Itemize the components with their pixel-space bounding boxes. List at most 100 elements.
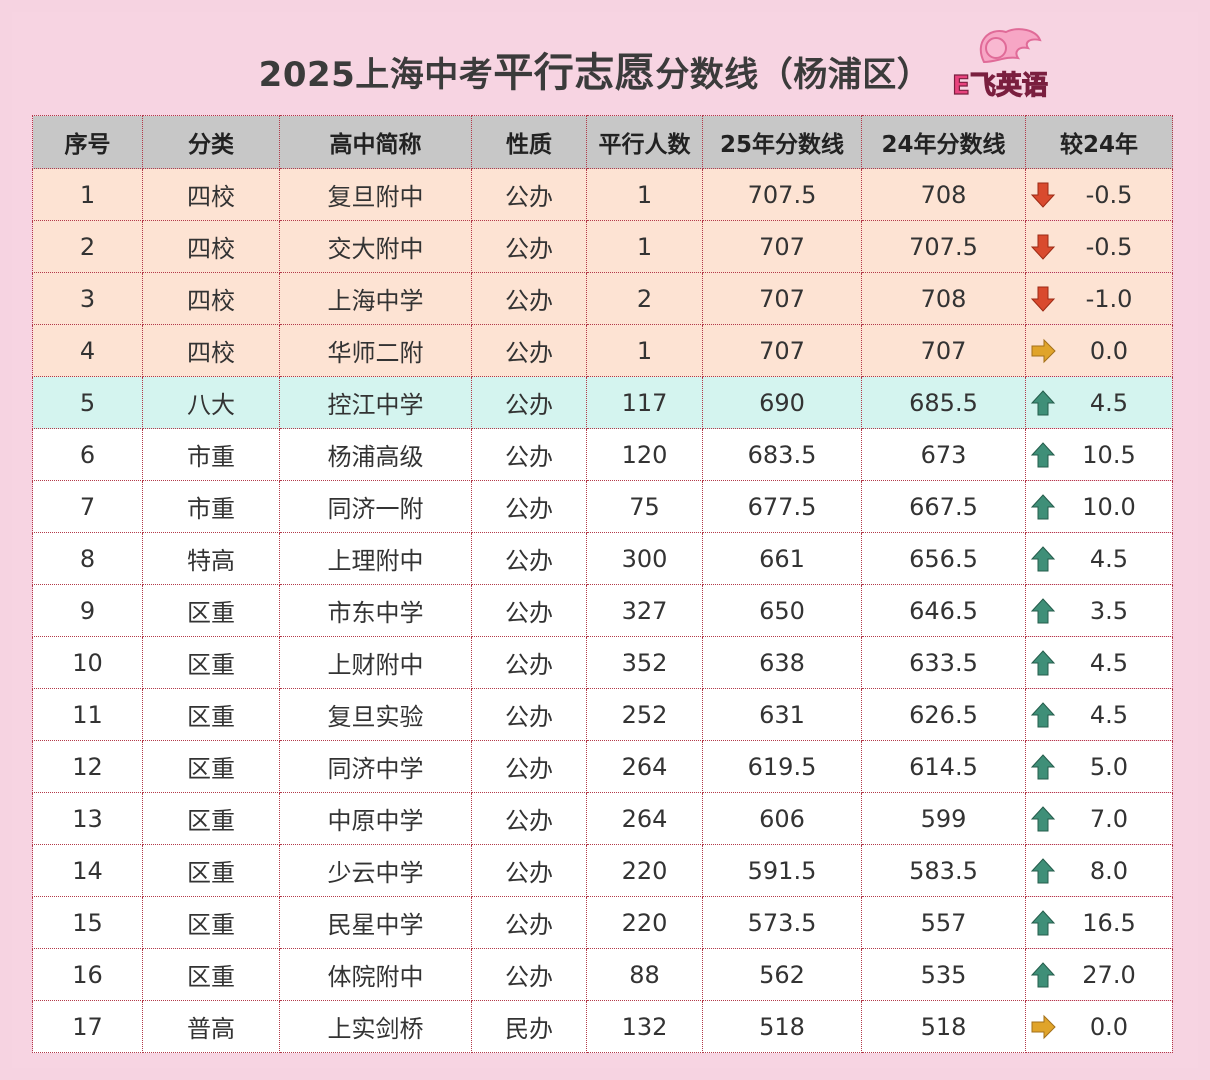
cell-rank: 4 — [32, 324, 143, 377]
cell-quota: 120 — [586, 428, 703, 481]
cell-rank: 1 — [32, 168, 143, 221]
cell-school-type: 公办 — [471, 740, 587, 793]
table-row: 1 四校 复旦附中 公办 1 707.5 708 -0.5 — [32, 168, 1173, 221]
score-change-value: -0.5 — [1085, 180, 1133, 209]
cell-score-change: 4.5 — [1025, 376, 1173, 429]
cell-school-type: 公办 — [471, 792, 587, 845]
up-arrow-icon — [1030, 442, 1056, 468]
column-header: 性质 — [471, 115, 587, 169]
score-change-value: 16.5 — [1082, 908, 1136, 937]
cell-quota: 132 — [586, 1000, 703, 1053]
cell-category: 区重 — [142, 584, 280, 637]
down-arrow-icon — [1030, 182, 1056, 208]
score-change-value: -1.0 — [1085, 284, 1133, 313]
cell-score-2024: 667.5 — [861, 480, 1026, 533]
cell-score-2025: 638 — [702, 636, 862, 689]
cell-score-2024: 646.5 — [861, 584, 1026, 637]
cell-school-name: 民星中学 — [279, 896, 472, 949]
up-arrow-icon — [1030, 494, 1056, 520]
cell-score-2024: 535 — [861, 948, 1026, 1001]
table-row: 13 区重 中原中学 公办 264 606 599 7.0 — [32, 792, 1173, 845]
cell-quota: 220 — [586, 844, 703, 897]
cell-score-2024: 708 — [861, 168, 1026, 221]
score-change-value: 5.0 — [1089, 752, 1129, 781]
table-row: 2 四校 交大附中 公办 1 707 707.5 -0.5 — [32, 220, 1173, 273]
score-change-value: 4.5 — [1089, 388, 1129, 417]
column-header: 平行人数 — [586, 115, 703, 169]
cell-rank: 5 — [32, 376, 143, 429]
cell-score-change: -0.5 — [1025, 220, 1173, 273]
cell-school-type: 公办 — [471, 324, 587, 377]
cell-score-change: 5.0 — [1025, 740, 1173, 793]
cell-school-type: 公办 — [471, 532, 587, 585]
column-header: 25年分数线 — [702, 115, 862, 169]
cell-quota: 75 — [586, 480, 703, 533]
cell-rank: 9 — [32, 584, 143, 637]
column-header: 24年分数线 — [861, 115, 1026, 169]
cell-quota: 1 — [586, 220, 703, 273]
column-header: 分类 — [142, 115, 280, 169]
cell-score-2024: 685.5 — [861, 376, 1026, 429]
page-title: 2025上海中考平行志愿分数线（杨浦区） — [0, 40, 1190, 98]
cell-score-2025: 606 — [702, 792, 862, 845]
cell-school-type: 公办 — [471, 428, 587, 481]
cell-score-2025: 661 — [702, 532, 862, 585]
cell-score-2025: 707 — [702, 324, 862, 377]
cell-school-name: 中原中学 — [279, 792, 472, 845]
cell-school-name: 交大附中 — [279, 220, 472, 273]
cell-quota: 220 — [586, 896, 703, 949]
cell-score-2025: 562 — [702, 948, 862, 1001]
cell-school-type: 公办 — [471, 948, 587, 1001]
up-arrow-icon — [1030, 910, 1056, 936]
up-arrow-icon — [1030, 858, 1056, 884]
cell-score-2025: 631 — [702, 688, 862, 741]
cell-quota: 88 — [586, 948, 703, 1001]
cell-rank: 17 — [32, 1000, 143, 1053]
cell-rank: 15 — [32, 896, 143, 949]
cell-category: 四校 — [142, 168, 280, 221]
cell-rank: 3 — [32, 272, 143, 325]
cell-quota: 1 — [586, 324, 703, 377]
cell-school-name: 体院附中 — [279, 948, 472, 1001]
cell-school-name: 控江中学 — [279, 376, 472, 429]
up-arrow-icon — [1030, 390, 1056, 416]
cell-school-type: 公办 — [471, 584, 587, 637]
cell-category: 区重 — [142, 688, 280, 741]
cell-category: 特高 — [142, 532, 280, 585]
cell-score-change: 16.5 — [1025, 896, 1173, 949]
up-arrow-icon — [1030, 806, 1056, 832]
table-body: 1 四校 复旦附中 公办 1 707.5 708 -0.5 2 四校 交大附中 公办 1 707 707.5… — [32, 168, 1173, 1053]
cell-school-name: 上实剑桥 — [279, 1000, 472, 1053]
cell-score-2025: 677.5 — [702, 480, 862, 533]
cell-category: 市重 — [142, 428, 280, 481]
cell-category: 区重 — [142, 740, 280, 793]
table-row: 10 区重 上财附中 公办 352 638 633.5 4.5 — [32, 636, 1173, 689]
table-row: 17 普高 上实剑桥 民办 132 518 518 0.0 — [32, 1000, 1173, 1053]
cell-score-2024: 583.5 — [861, 844, 1026, 897]
cell-category: 区重 — [142, 636, 280, 689]
cell-quota: 252 — [586, 688, 703, 741]
score-change-value: 7.0 — [1089, 804, 1129, 833]
cell-school-name: 复旦实验 — [279, 688, 472, 741]
cell-category: 区重 — [142, 792, 280, 845]
cell-school-name: 少云中学 — [279, 844, 472, 897]
cell-school-name: 杨浦高级 — [279, 428, 472, 481]
score-change-value: 0.0 — [1089, 336, 1129, 365]
cell-score-change: 7.0 — [1025, 792, 1173, 845]
score-change-value: 3.5 — [1089, 596, 1129, 625]
cell-rank: 14 — [32, 844, 143, 897]
cell-category: 四校 — [142, 272, 280, 325]
table-row: 11 区重 复旦实验 公办 252 631 626.5 4.5 — [32, 688, 1173, 741]
cell-score-change: -1.0 — [1025, 272, 1173, 325]
cell-rank: 12 — [32, 740, 143, 793]
cell-quota: 352 — [586, 636, 703, 689]
up-arrow-icon — [1030, 598, 1056, 624]
table-row: 9 区重 市东中学 公办 327 650 646.5 3.5 — [32, 584, 1173, 637]
cell-school-type: 公办 — [471, 636, 587, 689]
cell-category: 区重 — [142, 844, 280, 897]
cell-score-2024: 673 — [861, 428, 1026, 481]
column-header: 高中简称 — [279, 115, 472, 169]
cell-school-type: 公办 — [471, 896, 587, 949]
up-arrow-icon — [1030, 754, 1056, 780]
brand-logo: E飞英语 — [952, 28, 1048, 102]
